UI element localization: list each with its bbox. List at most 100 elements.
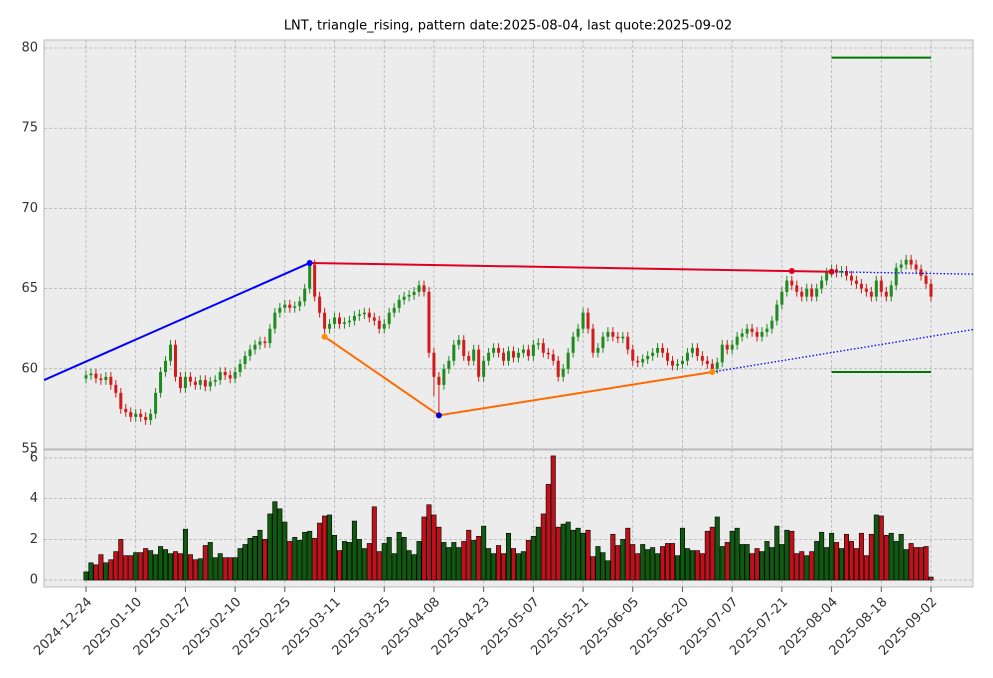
volume-bar <box>580 532 586 581</box>
candle-body <box>606 331 610 337</box>
price-panel <box>43 39 974 450</box>
candle-body <box>874 280 878 297</box>
candle-body <box>149 413 153 421</box>
candle-body <box>581 312 585 329</box>
volume-bar <box>207 542 213 581</box>
volume-bar <box>471 540 477 581</box>
candle-body <box>924 275 928 284</box>
candle-body <box>467 355 471 361</box>
volume-bar <box>133 552 139 581</box>
candle-body <box>840 270 844 273</box>
candle-body <box>258 341 262 345</box>
volume-bar <box>446 547 452 581</box>
candle-body <box>566 352 570 369</box>
candle-body <box>785 280 789 292</box>
volume-bar <box>774 525 780 581</box>
candle-body <box>929 283 933 297</box>
volume-bar <box>868 533 874 581</box>
volume-bar <box>346 542 352 581</box>
volume-bar <box>252 536 258 581</box>
volume-bar <box>839 548 845 581</box>
candle-body <box>586 312 590 329</box>
volume-bar <box>829 532 835 581</box>
candle-body <box>313 264 317 297</box>
candle-body <box>770 320 774 329</box>
volume-bar <box>118 539 124 581</box>
volume-bar <box>893 541 899 581</box>
candle-body <box>417 285 421 292</box>
candle-body <box>596 347 600 353</box>
volume-bar <box>297 540 303 581</box>
volume-bar <box>684 548 690 581</box>
candle-body <box>333 317 337 324</box>
candle-body <box>531 344 535 356</box>
candle-body <box>646 355 650 360</box>
candle-body <box>497 347 501 353</box>
candle-body <box>104 376 108 381</box>
candle-body <box>462 339 466 356</box>
candle-body <box>288 304 292 308</box>
volume-bar <box>535 526 541 581</box>
volume-bar <box>809 551 815 581</box>
volume-bar <box>441 542 447 581</box>
volume-bar <box>625 527 631 581</box>
volume-bar <box>719 546 725 581</box>
volume-tick-label: 4 <box>30 491 38 506</box>
volume-bar <box>187 554 193 581</box>
candle-body <box>591 328 595 353</box>
candle-body <box>268 328 272 344</box>
candle-body <box>705 360 709 364</box>
candle-body <box>223 372 227 376</box>
candle-body <box>889 285 893 297</box>
candle-body <box>511 351 515 358</box>
candle-body <box>790 280 794 286</box>
candle-body <box>144 416 148 421</box>
volume-bar <box>739 544 745 581</box>
volume-bar <box>714 516 720 581</box>
candle-body <box>526 349 530 356</box>
volume-bar <box>262 539 268 581</box>
candle-body <box>641 359 645 363</box>
volume-bar <box>138 552 144 581</box>
candle-body <box>342 322 346 324</box>
candle-body <box>919 269 923 276</box>
candle-body <box>367 312 371 318</box>
candle-body <box>685 352 689 361</box>
volume-bar <box>858 532 864 581</box>
volume-bar <box>610 533 616 581</box>
candle-body <box>94 373 98 379</box>
volume-bar <box>590 556 596 581</box>
candle-body <box>516 352 520 358</box>
candle-body <box>536 343 540 345</box>
volume-bar <box>212 557 218 581</box>
candle-body <box>730 344 734 350</box>
volume-bar <box>749 553 755 581</box>
volume-bar <box>804 555 810 581</box>
candle-body <box>482 360 486 377</box>
volume-bar <box>814 541 820 581</box>
volume-bar <box>908 543 914 581</box>
candle-body <box>382 323 386 329</box>
volume-bar <box>282 521 288 581</box>
candle-body <box>263 341 267 344</box>
volume-bar <box>302 531 308 581</box>
candle-body <box>879 280 883 292</box>
volume-bar <box>515 553 521 581</box>
candle-body <box>154 392 158 414</box>
volume-bar <box>93 564 99 581</box>
volume-bar <box>172 551 178 581</box>
candle-body <box>914 264 918 270</box>
volume-bar <box>496 545 502 581</box>
candle-body <box>680 360 684 364</box>
volume-bar <box>520 551 526 581</box>
volume-bar <box>734 527 740 581</box>
volume-bar <box>227 557 233 581</box>
candle-body <box>253 344 257 350</box>
candle-body <box>188 376 192 382</box>
candle-body <box>273 312 277 329</box>
volume-bar <box>217 553 223 581</box>
volume-bar <box>505 532 511 581</box>
volume-bar <box>595 546 601 581</box>
candle-body <box>541 343 545 353</box>
volume-bar <box>381 543 387 581</box>
